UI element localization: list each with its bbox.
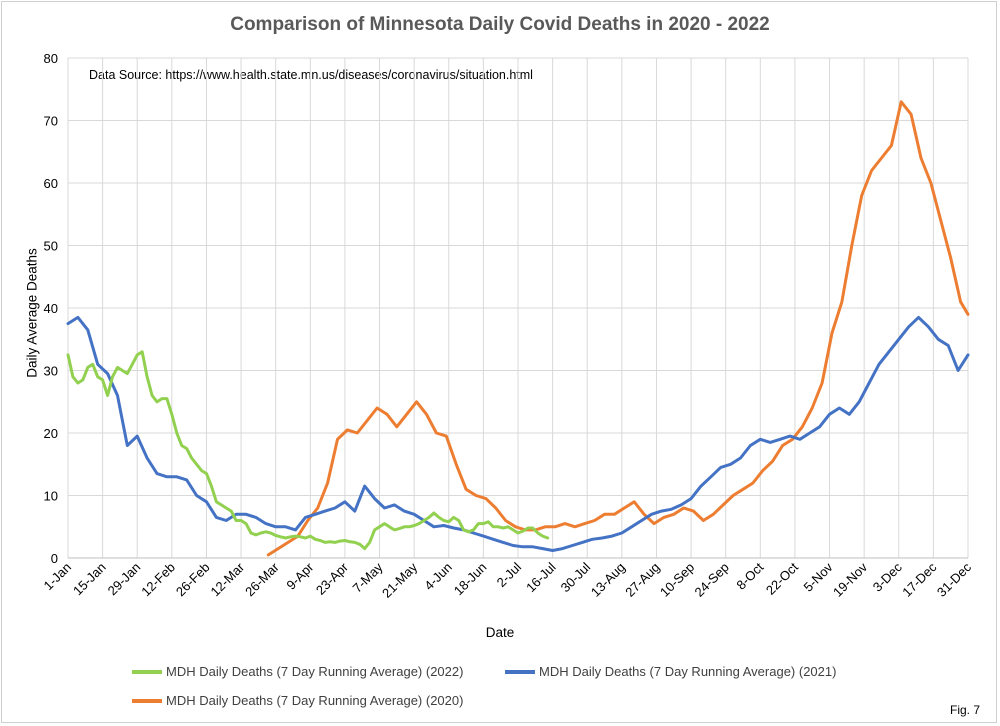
legend-label-2022: MDH Daily Deaths (7 Day Running Average)…: [166, 664, 464, 679]
x-tick-label: 19-Nov: [830, 559, 871, 600]
legend-item-2020: MDH Daily Deaths (7 Day Running Average)…: [132, 693, 463, 708]
x-tick-label: 21-May: [379, 559, 421, 601]
legend-swatch-2020: [132, 698, 162, 703]
x-tick-label: 24-Sep: [692, 560, 732, 600]
x-tick-label: 23-Apr: [313, 559, 352, 598]
x-tick-label: 10-Sep: [657, 560, 697, 600]
x-tick-label: 13-Aug: [588, 560, 628, 600]
legend-swatch-2021: [505, 669, 535, 674]
x-tick-label: 15-Jan: [70, 560, 109, 599]
x-tick-label: 8-Oct: [733, 559, 766, 592]
chart-title: Comparison of Minnesota Daily Covid Deat…: [230, 14, 770, 35]
y-tick-label: 20: [44, 426, 58, 441]
x-tick-label: 27-Aug: [622, 560, 662, 600]
y-tick-label: 50: [44, 239, 58, 254]
x-tick-label: 22-Oct: [763, 559, 801, 597]
x-tick-label: 29-Jan: [105, 560, 144, 599]
legend-swatch-2022: [132, 669, 162, 674]
y-tick-label: 10: [44, 489, 58, 504]
x-tick-label: 16-Jul: [523, 559, 559, 595]
series-line-2022: [66, 350, 550, 551]
legend-item-2021: MDH Daily Deaths (7 Day Running Average)…: [505, 664, 836, 679]
x-tick-label: 1-Jan: [41, 560, 75, 594]
series-line-2021: [66, 315, 970, 552]
x-tick-label: 18-Jun: [451, 560, 490, 599]
y-tick-label: 80: [44, 51, 58, 66]
y-tick-label: 0: [51, 551, 58, 566]
legend-label-2020: MDH Daily Deaths (7 Day Running Average)…: [166, 693, 464, 708]
x-axis-label: Date: [485, 625, 515, 640]
y-tick-label: 30: [44, 364, 58, 379]
x-tick-label: 17-Dec: [899, 559, 940, 600]
y-tick-label: 60: [44, 176, 58, 191]
x-tick-label: 26-Mar: [242, 559, 282, 599]
x-tick-label: 26-Feb: [173, 560, 213, 600]
x-tick-label: 12-Mar: [207, 559, 247, 599]
series-line-2020: [266, 100, 970, 557]
x-tick-label: 12-Feb: [138, 560, 178, 600]
legend-item-2022: MDH Daily Deaths (7 Day Running Average)…: [132, 664, 463, 679]
x-tick-label: 9-Apr: [283, 559, 317, 593]
y-tick-label: 40: [44, 301, 58, 316]
x-tick-label: 31-Dec: [934, 559, 975, 600]
legend-label-2021: MDH Daily Deaths (7 Day Running Average)…: [539, 664, 837, 679]
data-source-annotation: Data Source: https://www.health.state.mn…: [89, 68, 533, 82]
y-tick-label: 70: [44, 114, 58, 129]
x-tick-label: 2-Jul: [494, 559, 525, 590]
figure-label: Fig. 7: [949, 703, 980, 717]
